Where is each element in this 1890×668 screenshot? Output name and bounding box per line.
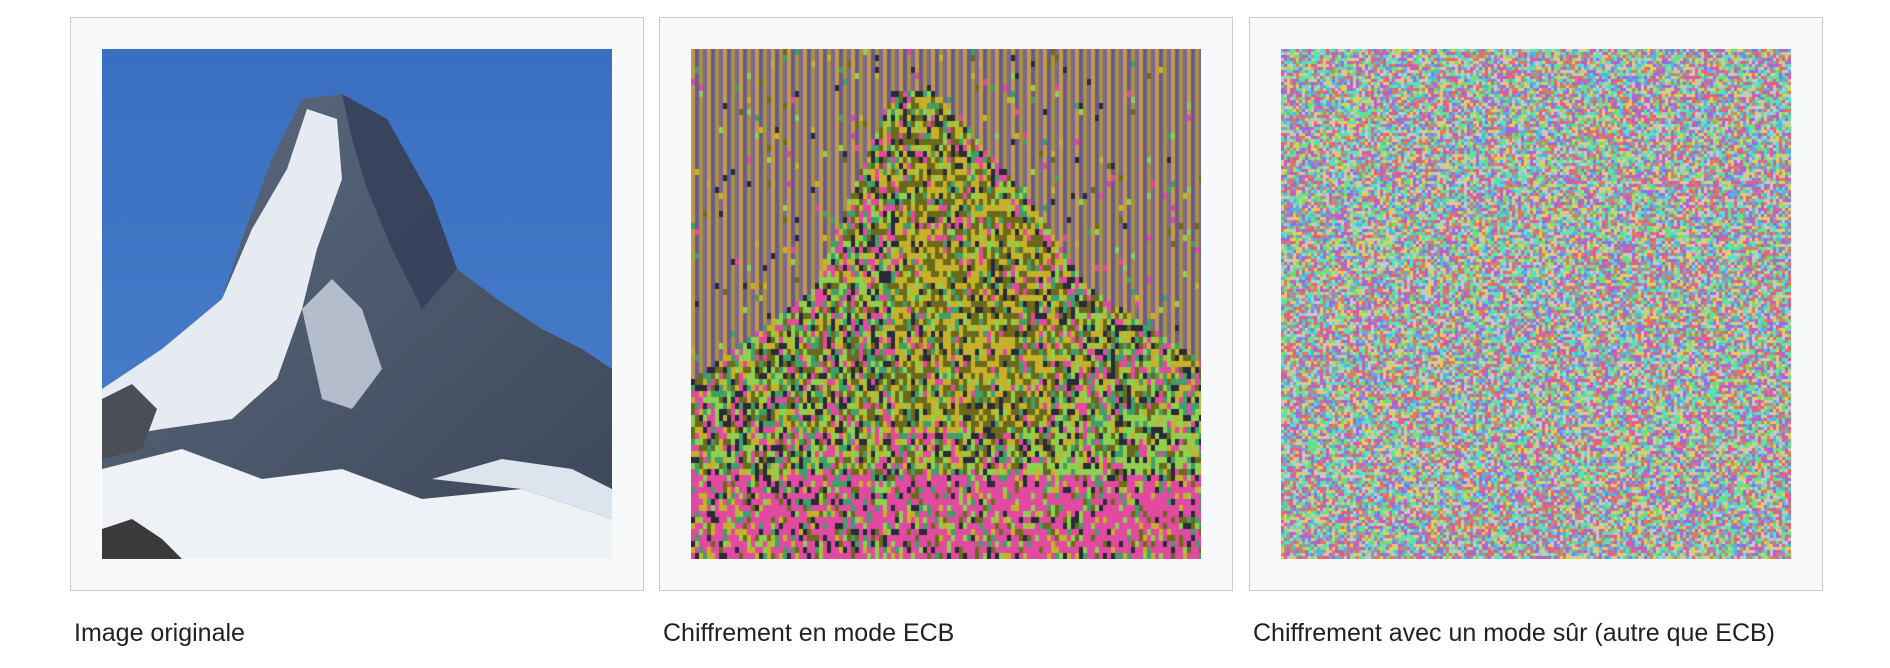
matterhorn-ecb-encrypted-image[interactable] — [691, 49, 1201, 559]
snowfield-lower — [102, 449, 612, 559]
gallery-box-ecb — [659, 17, 1233, 591]
caption-original: Image originale — [74, 619, 245, 647]
ecb-encrypted-canvas — [691, 49, 1201, 559]
mountain-snow-streaks — [302, 279, 382, 409]
mountain-snow-face — [102, 109, 342, 439]
caption-ecb: Chiffrement en mode ECB — [663, 619, 955, 647]
gallery-box-original — [70, 17, 644, 591]
rock-outcrop-left — [102, 384, 157, 459]
caption-secure: Chiffrement avec un mode sûr (autre que … — [1253, 619, 1776, 647]
trees-bottom-left — [102, 519, 182, 559]
snowfield-right — [432, 459, 612, 519]
mountain-shadow-ridge — [342, 94, 457, 309]
gallery-box-secure — [1249, 17, 1823, 591]
matterhorn-original-image[interactable] — [102, 49, 612, 559]
matterhorn-original-svg — [102, 49, 612, 559]
secure-encrypted-noise-canvas — [1281, 49, 1791, 559]
matterhorn-secure-encrypted-noise-image[interactable] — [1281, 49, 1791, 559]
